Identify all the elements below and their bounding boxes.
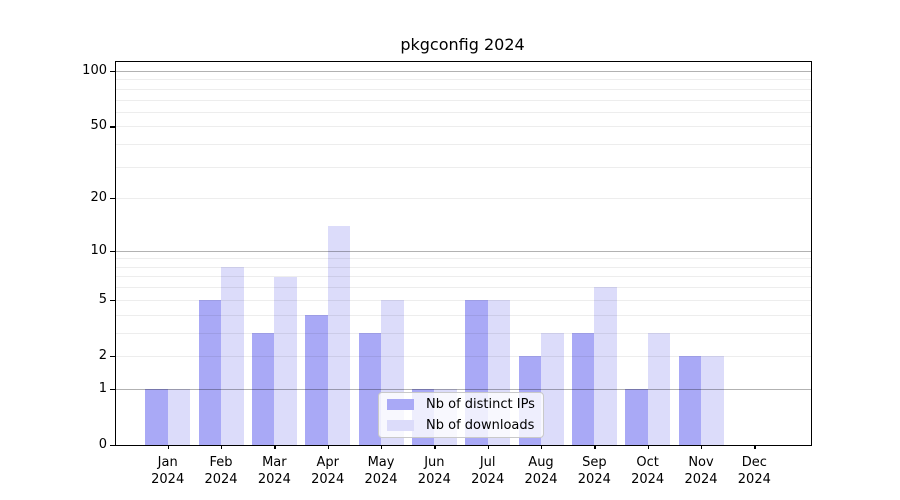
gridline-minor xyxy=(116,126,811,128)
x-tick-mark xyxy=(274,445,276,449)
y-tick-label: 2 xyxy=(98,347,107,363)
x-tick-label: Jun 2024 xyxy=(417,455,451,487)
x-tick-mark xyxy=(434,445,436,449)
x-tick-mark xyxy=(594,445,596,449)
bar-distinct-ips xyxy=(198,299,222,445)
gridline-minor xyxy=(116,314,811,316)
legend-label-downloads: Nb of downloads xyxy=(426,417,535,433)
y-tick-label: 100 xyxy=(82,63,107,78)
bar-distinct-ips xyxy=(305,314,328,445)
y-tick-mark xyxy=(110,299,115,301)
bar-distinct-ips xyxy=(145,388,168,445)
gridline-major xyxy=(116,388,811,390)
legend-label-distinct-ips: Nb of distinct IPs xyxy=(426,396,535,412)
gridline-minor xyxy=(116,258,811,260)
gridline-minor xyxy=(116,332,811,334)
bar-downloads xyxy=(701,355,724,445)
x-tick-mark xyxy=(541,445,543,449)
gridline-minor xyxy=(116,355,811,357)
x-tick-mark xyxy=(381,445,383,449)
x-tick-label: May 2024 xyxy=(364,455,398,487)
x-tick-mark xyxy=(487,445,489,449)
x-tick-mark xyxy=(327,445,329,449)
x-tick-mark xyxy=(221,445,223,449)
x-tick-mark xyxy=(754,445,756,449)
gridline-minor xyxy=(116,99,811,101)
y-tick-mark xyxy=(110,71,115,73)
bar-downloads xyxy=(221,266,244,445)
gridline-minor xyxy=(116,266,811,268)
y-tick-mark xyxy=(110,388,115,391)
bar-downloads xyxy=(327,225,351,445)
x-tick-mark xyxy=(647,445,649,449)
bar-downloads xyxy=(647,332,671,445)
gridline-minor xyxy=(116,79,811,81)
gridline-minor xyxy=(116,88,811,90)
chart-title: pkgconfig 2024 xyxy=(400,35,525,54)
gridline-minor xyxy=(116,198,811,200)
y-tick-mark xyxy=(110,198,115,200)
gridline-major xyxy=(116,71,811,72)
y-tick-mark xyxy=(110,445,115,447)
gridline-minor xyxy=(116,287,811,289)
legend-swatch-downloads-icon xyxy=(387,420,414,431)
bar-distinct-ips xyxy=(571,332,595,445)
x-tick-mark xyxy=(701,445,703,449)
legend-swatch-distinct-ips-icon xyxy=(387,399,414,410)
x-tick-label: Mar 2024 xyxy=(257,455,291,487)
x-tick-label: Sep 2024 xyxy=(577,455,611,487)
gridline-minor xyxy=(116,144,811,146)
x-tick-label: Oct 2024 xyxy=(631,455,665,487)
y-tick-label: 5 xyxy=(98,291,107,307)
gridline-minor xyxy=(116,299,811,301)
x-tick-label: Aug 2024 xyxy=(524,455,558,487)
x-tick-label: Apr 2024 xyxy=(311,455,345,487)
y-tick-label: 1 xyxy=(98,380,107,396)
bar-downloads xyxy=(594,287,617,445)
bar-distinct-ips xyxy=(251,332,275,445)
plot-area: 0 1 2 5 10 20 50 100 Jan 2024 Feb 2024 Mar 2024 Apr… xyxy=(82,61,812,487)
bar-distinct-ips xyxy=(625,388,648,445)
legend-item-downloads: Nb of downloads xyxy=(387,417,535,435)
x-tick-label: Feb 2024 xyxy=(204,455,238,487)
y-tick-label: 20 xyxy=(90,190,107,206)
y-tick-mark xyxy=(110,126,115,128)
legend: Nb of distinct IPs Nb of downloads xyxy=(378,392,544,438)
gridline-minor xyxy=(116,276,811,278)
bar-downloads xyxy=(274,276,297,445)
y-tick-mark xyxy=(110,355,115,358)
y-tick-label: 50 xyxy=(90,118,107,134)
x-tick-label: Jul 2024 xyxy=(471,455,505,487)
bar-distinct-ips xyxy=(358,332,382,445)
bar-downloads xyxy=(541,332,564,445)
bar-downloads xyxy=(167,388,191,445)
y-tick-mark xyxy=(110,250,115,252)
x-tick-label: Nov 2024 xyxy=(684,455,718,487)
bar-distinct-ips xyxy=(678,355,701,445)
gridline-minor xyxy=(116,111,811,113)
gridline-minor xyxy=(116,166,811,168)
y-tick-label: 10 xyxy=(90,242,107,258)
y-tick-label: 0 xyxy=(98,437,107,452)
x-tick-label: Dec 2024 xyxy=(737,455,771,487)
legend-item-distinct-ips: Nb of distinct IPs xyxy=(387,396,535,414)
x-tick-label: Jan 2024 xyxy=(151,455,185,487)
gridline-major xyxy=(116,250,811,252)
x-tick-mark xyxy=(167,445,169,449)
